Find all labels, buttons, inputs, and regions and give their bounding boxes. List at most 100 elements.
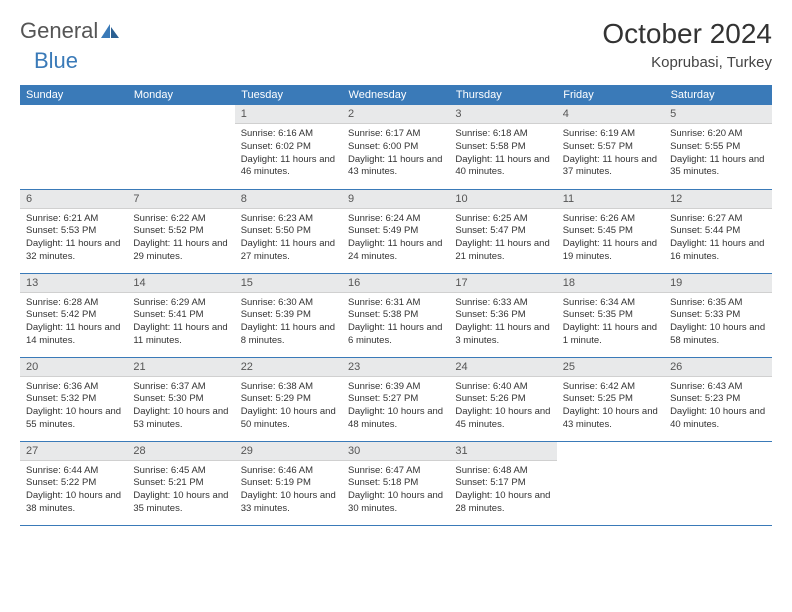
day-info: Sunrise: 6:38 AMSunset: 5:29 PMDaylight:… <box>235 377 342 436</box>
calendar-cell: 15Sunrise: 6:30 AMSunset: 5:39 PMDayligh… <box>235 273 342 357</box>
calendar-cell: 16Sunrise: 6:31 AMSunset: 5:38 PMDayligh… <box>342 273 449 357</box>
day-info: Sunrise: 6:44 AMSunset: 5:22 PMDaylight:… <box>20 461 127 520</box>
calendar-cell: 6Sunrise: 6:21 AMSunset: 5:53 PMDaylight… <box>20 189 127 273</box>
logo-sail-icon <box>100 23 120 39</box>
calendar-cell: 31Sunrise: 6:48 AMSunset: 5:17 PMDayligh… <box>449 441 556 525</box>
day-info: Sunrise: 6:18 AMSunset: 5:58 PMDaylight:… <box>449 124 556 183</box>
calendar-cell: 9Sunrise: 6:24 AMSunset: 5:49 PMDaylight… <box>342 189 449 273</box>
day-info: Sunrise: 6:17 AMSunset: 6:00 PMDaylight:… <box>342 124 449 183</box>
day-info: Sunrise: 6:20 AMSunset: 5:55 PMDaylight:… <box>664 124 771 183</box>
day-number: 20 <box>20 358 127 377</box>
calendar-cell: 24Sunrise: 6:40 AMSunset: 5:26 PMDayligh… <box>449 357 556 441</box>
day-info: Sunrise: 6:42 AMSunset: 5:25 PMDaylight:… <box>557 377 664 436</box>
day-info: Sunrise: 6:43 AMSunset: 5:23 PMDaylight:… <box>664 377 771 436</box>
day-info: Sunrise: 6:37 AMSunset: 5:30 PMDaylight:… <box>127 377 234 436</box>
logo-text-1: General <box>20 18 98 44</box>
calendar-row: 27Sunrise: 6:44 AMSunset: 5:22 PMDayligh… <box>20 441 772 525</box>
day-number: 10 <box>449 190 556 209</box>
day-number: 5 <box>664 105 771 124</box>
day-info: Sunrise: 6:48 AMSunset: 5:17 PMDaylight:… <box>449 461 556 520</box>
calendar-cell: 17Sunrise: 6:33 AMSunset: 5:36 PMDayligh… <box>449 273 556 357</box>
weekday-tuesday: Tuesday <box>235 85 342 105</box>
day-number: 31 <box>449 442 556 461</box>
logo: General <box>20 18 122 44</box>
calendar-cell: 20Sunrise: 6:36 AMSunset: 5:32 PMDayligh… <box>20 357 127 441</box>
day-number: 30 <box>342 442 449 461</box>
calendar-cell: 10Sunrise: 6:25 AMSunset: 5:47 PMDayligh… <box>449 189 556 273</box>
calendar-body: ....1Sunrise: 6:16 AMSunset: 6:02 PMDayl… <box>20 105 772 525</box>
day-number: 8 <box>235 190 342 209</box>
day-number: 2 <box>342 105 449 124</box>
day-number: 18 <box>557 274 664 293</box>
day-info: Sunrise: 6:24 AMSunset: 5:49 PMDaylight:… <box>342 209 449 268</box>
day-info: Sunrise: 6:39 AMSunset: 5:27 PMDaylight:… <box>342 377 449 436</box>
weekday-monday: Monday <box>127 85 234 105</box>
calendar-cell: 12Sunrise: 6:27 AMSunset: 5:44 PMDayligh… <box>664 189 771 273</box>
day-info: Sunrise: 6:30 AMSunset: 5:39 PMDaylight:… <box>235 293 342 352</box>
day-info: Sunrise: 6:47 AMSunset: 5:18 PMDaylight:… <box>342 461 449 520</box>
day-info: Sunrise: 6:33 AMSunset: 5:36 PMDaylight:… <box>449 293 556 352</box>
day-number: 29 <box>235 442 342 461</box>
day-info: Sunrise: 6:28 AMSunset: 5:42 PMDaylight:… <box>20 293 127 352</box>
day-number: 4 <box>557 105 664 124</box>
calendar-cell: 19Sunrise: 6:35 AMSunset: 5:33 PMDayligh… <box>664 273 771 357</box>
day-number: 1 <box>235 105 342 124</box>
calendar-cell: 29Sunrise: 6:46 AMSunset: 5:19 PMDayligh… <box>235 441 342 525</box>
calendar-cell: 3Sunrise: 6:18 AMSunset: 5:58 PMDaylight… <box>449 105 556 189</box>
calendar-cell: 30Sunrise: 6:47 AMSunset: 5:18 PMDayligh… <box>342 441 449 525</box>
calendar-cell: 7Sunrise: 6:22 AMSunset: 5:52 PMDaylight… <box>127 189 234 273</box>
day-info: Sunrise: 6:21 AMSunset: 5:53 PMDaylight:… <box>20 209 127 268</box>
calendar-cell: 18Sunrise: 6:34 AMSunset: 5:35 PMDayligh… <box>557 273 664 357</box>
calendar-cell: 22Sunrise: 6:38 AMSunset: 5:29 PMDayligh… <box>235 357 342 441</box>
day-info: Sunrise: 6:45 AMSunset: 5:21 PMDaylight:… <box>127 461 234 520</box>
calendar-cell: 5Sunrise: 6:20 AMSunset: 5:55 PMDaylight… <box>664 105 771 189</box>
calendar-cell: 13Sunrise: 6:28 AMSunset: 5:42 PMDayligh… <box>20 273 127 357</box>
day-info: Sunrise: 6:46 AMSunset: 5:19 PMDaylight:… <box>235 461 342 520</box>
calendar-cell: 26Sunrise: 6:43 AMSunset: 5:23 PMDayligh… <box>664 357 771 441</box>
calendar-cell: 4Sunrise: 6:19 AMSunset: 5:57 PMDaylight… <box>557 105 664 189</box>
day-number: 12 <box>664 190 771 209</box>
weekday-header-row: SundayMondayTuesdayWednesdayThursdayFrid… <box>20 85 772 105</box>
logo-text-2: Blue <box>34 48 78 74</box>
weekday-saturday: Saturday <box>664 85 771 105</box>
calendar-cell: 27Sunrise: 6:44 AMSunset: 5:22 PMDayligh… <box>20 441 127 525</box>
title-block: October 2024 Koprubasi, Turkey <box>602 18 772 71</box>
calendar-cell: 28Sunrise: 6:45 AMSunset: 5:21 PMDayligh… <box>127 441 234 525</box>
day-number: 14 <box>127 274 234 293</box>
calendar-cell: 25Sunrise: 6:42 AMSunset: 5:25 PMDayligh… <box>557 357 664 441</box>
day-info: Sunrise: 6:19 AMSunset: 5:57 PMDaylight:… <box>557 124 664 183</box>
day-number: 26 <box>664 358 771 377</box>
day-info: Sunrise: 6:23 AMSunset: 5:50 PMDaylight:… <box>235 209 342 268</box>
day-info: Sunrise: 6:35 AMSunset: 5:33 PMDaylight:… <box>664 293 771 352</box>
calendar-cell: .. <box>664 441 771 525</box>
calendar-row: 13Sunrise: 6:28 AMSunset: 5:42 PMDayligh… <box>20 273 772 357</box>
day-info: Sunrise: 6:40 AMSunset: 5:26 PMDaylight:… <box>449 377 556 436</box>
calendar-cell: .. <box>127 105 234 189</box>
day-number: 13 <box>20 274 127 293</box>
calendar-cell: 21Sunrise: 6:37 AMSunset: 5:30 PMDayligh… <box>127 357 234 441</box>
day-info: Sunrise: 6:26 AMSunset: 5:45 PMDaylight:… <box>557 209 664 268</box>
day-number: 15 <box>235 274 342 293</box>
header: General October 2024 Koprubasi, Turkey <box>20 18 772 71</box>
day-info: Sunrise: 6:36 AMSunset: 5:32 PMDaylight:… <box>20 377 127 436</box>
day-info: Sunrise: 6:27 AMSunset: 5:44 PMDaylight:… <box>664 209 771 268</box>
day-number: 11 <box>557 190 664 209</box>
calendar-table: SundayMondayTuesdayWednesdayThursdayFrid… <box>20 85 772 526</box>
weekday-friday: Friday <box>557 85 664 105</box>
calendar-cell: 14Sunrise: 6:29 AMSunset: 5:41 PMDayligh… <box>127 273 234 357</box>
calendar-cell: .. <box>20 105 127 189</box>
calendar-row: 20Sunrise: 6:36 AMSunset: 5:32 PMDayligh… <box>20 357 772 441</box>
day-info: Sunrise: 6:25 AMSunset: 5:47 PMDaylight:… <box>449 209 556 268</box>
calendar-cell: 8Sunrise: 6:23 AMSunset: 5:50 PMDaylight… <box>235 189 342 273</box>
calendar-cell: 2Sunrise: 6:17 AMSunset: 6:00 PMDaylight… <box>342 105 449 189</box>
day-number: 22 <box>235 358 342 377</box>
day-number: 17 <box>449 274 556 293</box>
day-number: 3 <box>449 105 556 124</box>
calendar-row: 6Sunrise: 6:21 AMSunset: 5:53 PMDaylight… <box>20 189 772 273</box>
day-info: Sunrise: 6:22 AMSunset: 5:52 PMDaylight:… <box>127 209 234 268</box>
day-info: Sunrise: 6:16 AMSunset: 6:02 PMDaylight:… <box>235 124 342 183</box>
day-number: 6 <box>20 190 127 209</box>
day-number: 16 <box>342 274 449 293</box>
day-number: 28 <box>127 442 234 461</box>
day-number: 23 <box>342 358 449 377</box>
